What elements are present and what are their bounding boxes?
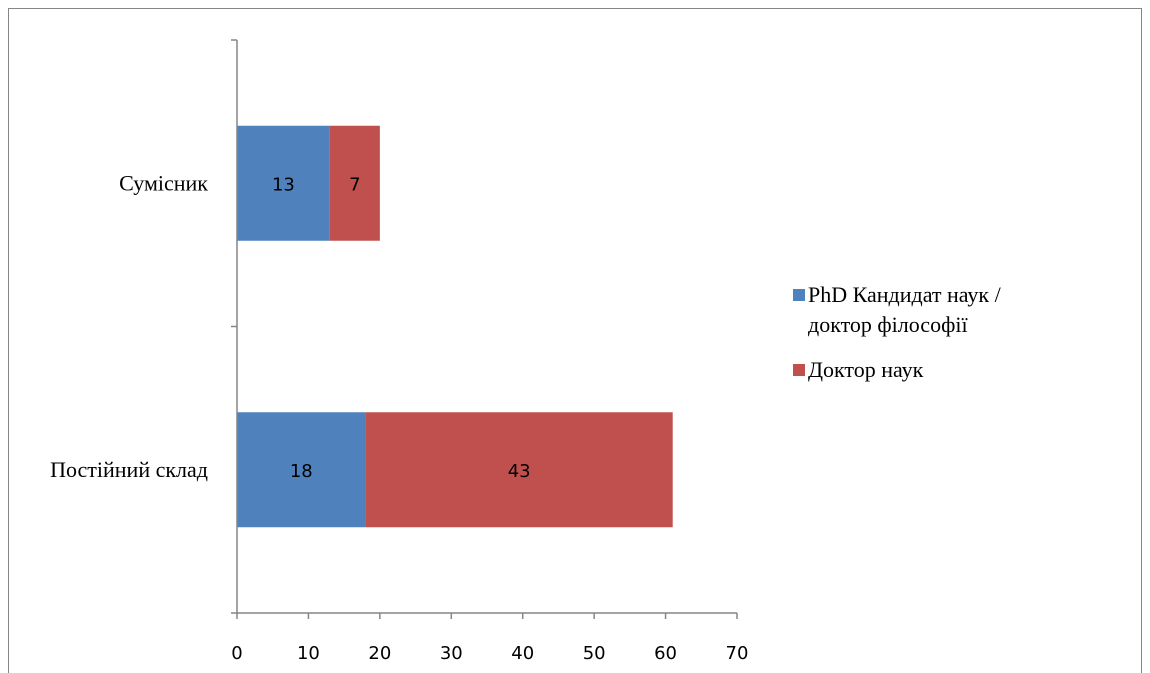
category-label-0: Сумісник xyxy=(119,170,208,195)
data-label-phd-0: 13 xyxy=(272,174,295,195)
x-tick-label: 20 xyxy=(368,643,391,664)
x-tick-label: 10 xyxy=(297,643,320,664)
x-tick-label: 70 xyxy=(726,643,749,664)
data-label-doctor-1: 43 xyxy=(508,461,531,482)
axes-group: Сумісник Постійний склад 0 10 20 30 40 50 60 70 xyxy=(50,39,749,664)
x-tick-label: 30 xyxy=(440,643,463,664)
bars-group: 13 7 18 43 xyxy=(237,125,673,528)
bar-doctor-1 xyxy=(365,412,673,528)
legend-label-phd-line2: доктор філософії xyxy=(808,312,968,337)
x-tick-label: 60 xyxy=(654,643,677,664)
x-tick-label: 0 xyxy=(231,643,242,664)
legend-label-phd: PhD Кандидат наук / доктор філософії xyxy=(808,282,1002,337)
legend-label-phd-line1: PhD Кандидат наук / xyxy=(808,282,1002,307)
x-tick-label: 50 xyxy=(583,643,606,664)
bar-phd-1 xyxy=(237,412,366,528)
chart-frame xyxy=(8,8,1142,673)
legend: PhD Кандидат наук / доктор філософії Докто… xyxy=(793,282,1002,382)
data-label-phd-1: 18 xyxy=(290,461,313,482)
x-tick-label: 40 xyxy=(511,643,534,664)
legend-swatch-doctor xyxy=(793,364,805,376)
legend-swatch-phd xyxy=(793,289,805,301)
bar-doctor-0 xyxy=(329,125,380,241)
legend-label-doctor: Доктор наук xyxy=(808,357,924,382)
data-label-doctor-0: 7 xyxy=(349,174,360,195)
bar-phd-0 xyxy=(237,125,330,241)
category-label-1: Постійний склад xyxy=(50,457,208,482)
